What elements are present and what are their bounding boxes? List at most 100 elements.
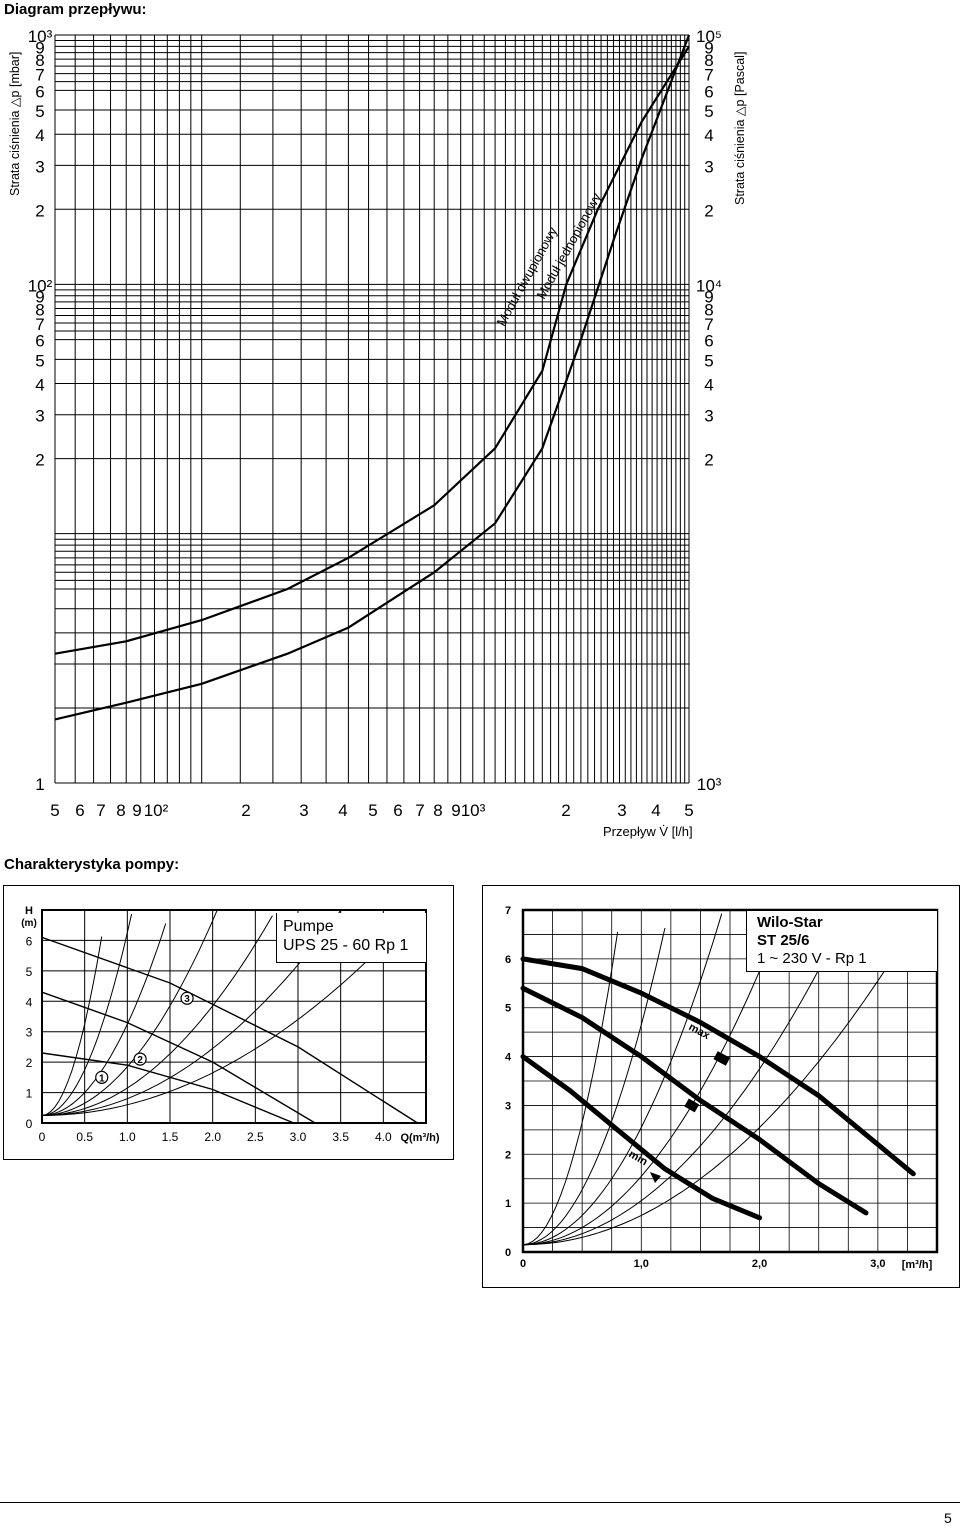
flow-x-tick: 7 <box>96 801 105 820</box>
pump-ups-chart: 1 2 3 0 1 2 3 4 5 6 H(m) 0 0.5 1.0 1.5 2.0 2.5 3.0 3.5 4.0 Q… <box>21 905 440 1144</box>
wilo-x-tick: 1,0 <box>634 1258 649 1270</box>
ups-system-curve <box>41 910 218 1116</box>
wilo-x-tick: 3,0 <box>870 1258 885 1270</box>
wilo-y-tick: 3 <box>505 1100 511 1112</box>
flow-y-tick-right: 2 <box>704 201 713 220</box>
flow-x-tick: 2 <box>241 801 250 820</box>
flow-y-tick-left: 6 <box>35 82 44 101</box>
flow-y-tick-left: 8 <box>35 300 44 319</box>
flow-y-tick-left: 4 <box>35 126 44 145</box>
flow-x-tick: 7 <box>415 801 424 820</box>
flow-y-tick-right: 6 <box>704 82 713 101</box>
ups-system-curve <box>42 910 342 1116</box>
flow-x-tick: 8 <box>116 801 125 820</box>
flow-y-tick-right: 8 <box>704 300 713 319</box>
wilo-min-marker <box>650 1172 661 1183</box>
flow-y-tick-right: 10³ <box>697 775 722 794</box>
flow-y-tick-right: 8 <box>704 51 713 70</box>
wilo-x-axis-title: [m³/h] <box>902 1259 933 1271</box>
flow-x-tick: 4 <box>651 801 660 820</box>
flow-y-tick-left: 10³ <box>28 27 53 46</box>
flow-y-tick-left: 6 <box>35 332 44 351</box>
wilo-pump-curve-mid <box>520 985 869 1216</box>
flow-y-tick-left: 4 <box>35 376 44 395</box>
flow-x-tick: 5 <box>684 801 693 820</box>
ups-x-tick: 0 <box>39 1130 46 1144</box>
flow-x-tick: 5 <box>50 801 59 820</box>
ups-speed-label: 1 <box>99 1073 105 1084</box>
ups-pump-curve-3 <box>41 936 418 1124</box>
flow-x-axis-title: Przepływ V̇ [l/h] <box>603 824 693 839</box>
ups-system-curve <box>41 915 273 1116</box>
flow-diagram-heading: Diagram przepływu: <box>4 1 147 18</box>
pump-wilo-panel: max min 0 1 2 3 4 5 6 7 0 1,0 2,0 3,0 [m³/h] Wilo-Star… <box>482 885 960 1288</box>
ups-system-curve <box>41 923 167 1116</box>
flow-x-tick: 8 <box>433 801 442 820</box>
ups-speed-marker <box>133 1052 147 1066</box>
wilo-y-tick: 1 <box>505 1198 511 1210</box>
wilo-system-curve <box>522 913 921 1246</box>
flow-y-tick-left: 10² <box>28 276 53 295</box>
pump-characteristic-heading: Charakterystyka pompy: <box>4 856 180 873</box>
ups-speed-marker <box>95 1070 109 1084</box>
pump-ups-title-line2: UPS 25 - 60 Rp 1 <box>283 937 409 954</box>
wilo-system-curve <box>522 919 846 1246</box>
ups-pump-curve-2 <box>41 991 316 1124</box>
wilo-y-tick: 0 <box>505 1247 511 1259</box>
flow-x-tick: 4 <box>338 801 347 820</box>
ups-x-tick: 2.5 <box>247 1130 264 1144</box>
pump-wilo-title-line1: Wilo-Star <box>757 914 823 931</box>
flow-x-tick: 3 <box>617 801 626 820</box>
wilo-y-tick: 7 <box>505 905 511 917</box>
flow-y-tick-left: 1 <box>35 775 44 794</box>
flow-y-tick-right: 3 <box>704 157 713 176</box>
flow-x-tick: 5 <box>368 801 377 820</box>
flow-x-tick: 6 <box>75 801 84 820</box>
ups-y-tick: 2 <box>26 1056 33 1070</box>
flow-y-tick-right: 7 <box>704 66 713 85</box>
wilo-pump-curve-min <box>520 1054 763 1221</box>
flow-diagram-chart: 12345678910²2345678910³10³2345678910⁴234… <box>28 27 722 820</box>
flow-x-tick: 10³ <box>461 801 486 820</box>
ups-x-axis-title: Q(m³/h) <box>400 1132 439 1144</box>
ups-plot-frame <box>41 909 427 1124</box>
flow-y-tick-left: 2 <box>35 451 44 470</box>
pump-ups-panel: 1 2 3 0 1 2 3 4 5 6 H (m) 0 0.5 1.0 1.5 2.0 2.5 3.0 3.5 4.0 Q… <box>3 885 454 1160</box>
flow-y-tick-right: 6 <box>704 332 713 351</box>
flow-x-tick: 3 <box>299 801 308 820</box>
wilo-y-tick: 5 <box>505 1003 511 1015</box>
ups-x-tick: 0.5 <box>76 1130 93 1144</box>
wilo-y-tick: 6 <box>505 954 511 966</box>
flow-y-tick-left: 5 <box>35 102 44 121</box>
wilo-max-marker <box>713 1051 731 1066</box>
wilo-x-tick: 0 <box>520 1258 526 1270</box>
ups-x-tick: 2.0 <box>204 1130 221 1144</box>
ups-system-curve <box>41 936 103 1116</box>
wilo-y-tick: 2 <box>505 1149 511 1161</box>
wilo-mid-marker <box>684 1098 700 1113</box>
flow-y-tick-left: 7 <box>35 66 44 85</box>
flow-y-tick-right: 3 <box>704 407 713 426</box>
ups-y-tick: 1 <box>26 1087 33 1101</box>
ups-y-tick: 5 <box>26 965 33 979</box>
ups-speed-label: 2 <box>137 1055 143 1066</box>
flow-series-dwupionowy <box>54 45 690 655</box>
flow-y-tick-left: 3 <box>35 157 44 176</box>
ups-y-axis-unit: (m) <box>21 918 37 929</box>
flow-y-tick-left: 7 <box>35 315 44 334</box>
footer-rule <box>0 1502 960 1503</box>
wilo-system-curve <box>522 931 619 1246</box>
flow-y-tick-left: 9 <box>35 288 44 307</box>
ups-system-curve <box>42 913 414 1116</box>
ups-speed-label: 3 <box>184 994 190 1005</box>
flow-y-tick-right: 9 <box>704 288 713 307</box>
flow-x-tick: 9 <box>451 801 460 820</box>
flow-y-tick-right: 10⁵ <box>696 27 722 46</box>
pump-wilo-title-line2: ST 25/6 <box>757 932 810 949</box>
flow-y-tick-right: 5 <box>704 351 713 370</box>
ups-y-tick: 3 <box>26 1026 33 1040</box>
flow-x-tick: 6 <box>393 801 402 820</box>
flow-y-tick-right: 5 <box>704 102 713 121</box>
flow-y-tick-left: 5 <box>35 351 44 370</box>
flow-y-tick-left: 8 <box>35 51 44 70</box>
